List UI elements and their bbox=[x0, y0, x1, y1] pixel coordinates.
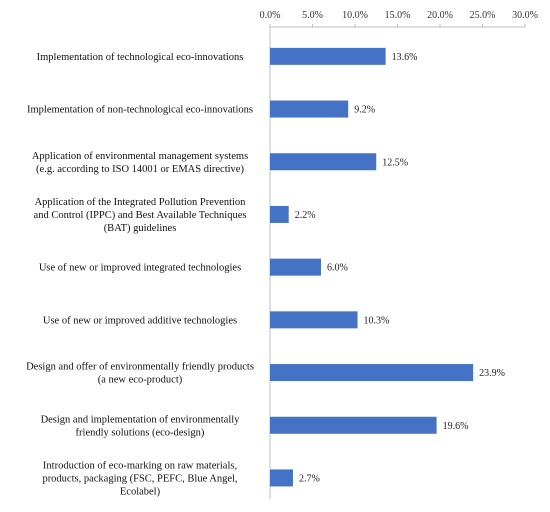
x-tick-label: 15.0% bbox=[385, 10, 411, 21]
category-label: Use of new or improved additive technolo… bbox=[43, 315, 237, 326]
category-label: and Control (IPPC) and Best Available Te… bbox=[34, 210, 247, 221]
category-label: Implementation of technological eco-inno… bbox=[37, 52, 244, 63]
data-label: 23.9% bbox=[479, 368, 505, 379]
category-label: Introduction of eco-marking on raw mater… bbox=[43, 460, 237, 471]
data-label: 2.7% bbox=[299, 473, 320, 484]
category-label: Implementation of non-technological eco-… bbox=[27, 105, 253, 116]
bar bbox=[270, 416, 437, 434]
bar bbox=[270, 311, 358, 329]
category-label: (a new eco-product) bbox=[98, 375, 183, 386]
data-label: 13.6% bbox=[392, 52, 418, 63]
bar bbox=[270, 469, 293, 487]
x-tick-label: 25.0% bbox=[470, 10, 496, 21]
bar bbox=[270, 364, 474, 382]
bar bbox=[270, 258, 321, 276]
x-tick-label: 5.0% bbox=[302, 10, 323, 21]
bar bbox=[270, 205, 289, 223]
category-label: (e.g. according to ISO 14001 or EMAS dir… bbox=[36, 164, 244, 175]
category-label: Design and implementation of environment… bbox=[41, 414, 241, 425]
data-label: 2.2% bbox=[295, 210, 316, 221]
bar bbox=[270, 47, 386, 65]
category-label: (BAT) guidelines bbox=[104, 223, 177, 234]
bars bbox=[270, 47, 474, 487]
data-labels: 13.6% 9.2% 12.5% 2.2% 6.0% 10.3% 23.9% 19.6% 2.7… bbox=[295, 52, 505, 485]
data-label: 6.0% bbox=[327, 263, 348, 274]
category-label: Design and offer of environmentally frie… bbox=[26, 362, 254, 373]
x-tick-label: 20.0% bbox=[427, 10, 453, 21]
category-label: Application of environmental management … bbox=[32, 151, 248, 162]
x-tick-label: 30.0% bbox=[512, 10, 538, 21]
bar bbox=[270, 153, 377, 171]
data-label: 19.6% bbox=[443, 421, 469, 432]
category-label: Application of the Integrated Pollution … bbox=[35, 197, 247, 208]
x-tick-label: 0.0% bbox=[260, 10, 281, 21]
category-label: friendly solutions (eco-design) bbox=[76, 427, 205, 438]
bar bbox=[270, 100, 349, 118]
category-labels: Implementation of technological eco-inno… bbox=[26, 52, 254, 498]
category-label: products, packaging (FSC, PEFC, Blue Ang… bbox=[42, 473, 237, 484]
category-label: Ecolabel) bbox=[120, 486, 161, 497]
category-label: Use of new or improved integrated techno… bbox=[39, 263, 241, 274]
data-label: 12.5% bbox=[382, 157, 408, 168]
data-label: 10.3% bbox=[364, 315, 390, 326]
x-tick-label: 10.0% bbox=[342, 10, 368, 21]
data-label: 9.2% bbox=[354, 105, 375, 116]
